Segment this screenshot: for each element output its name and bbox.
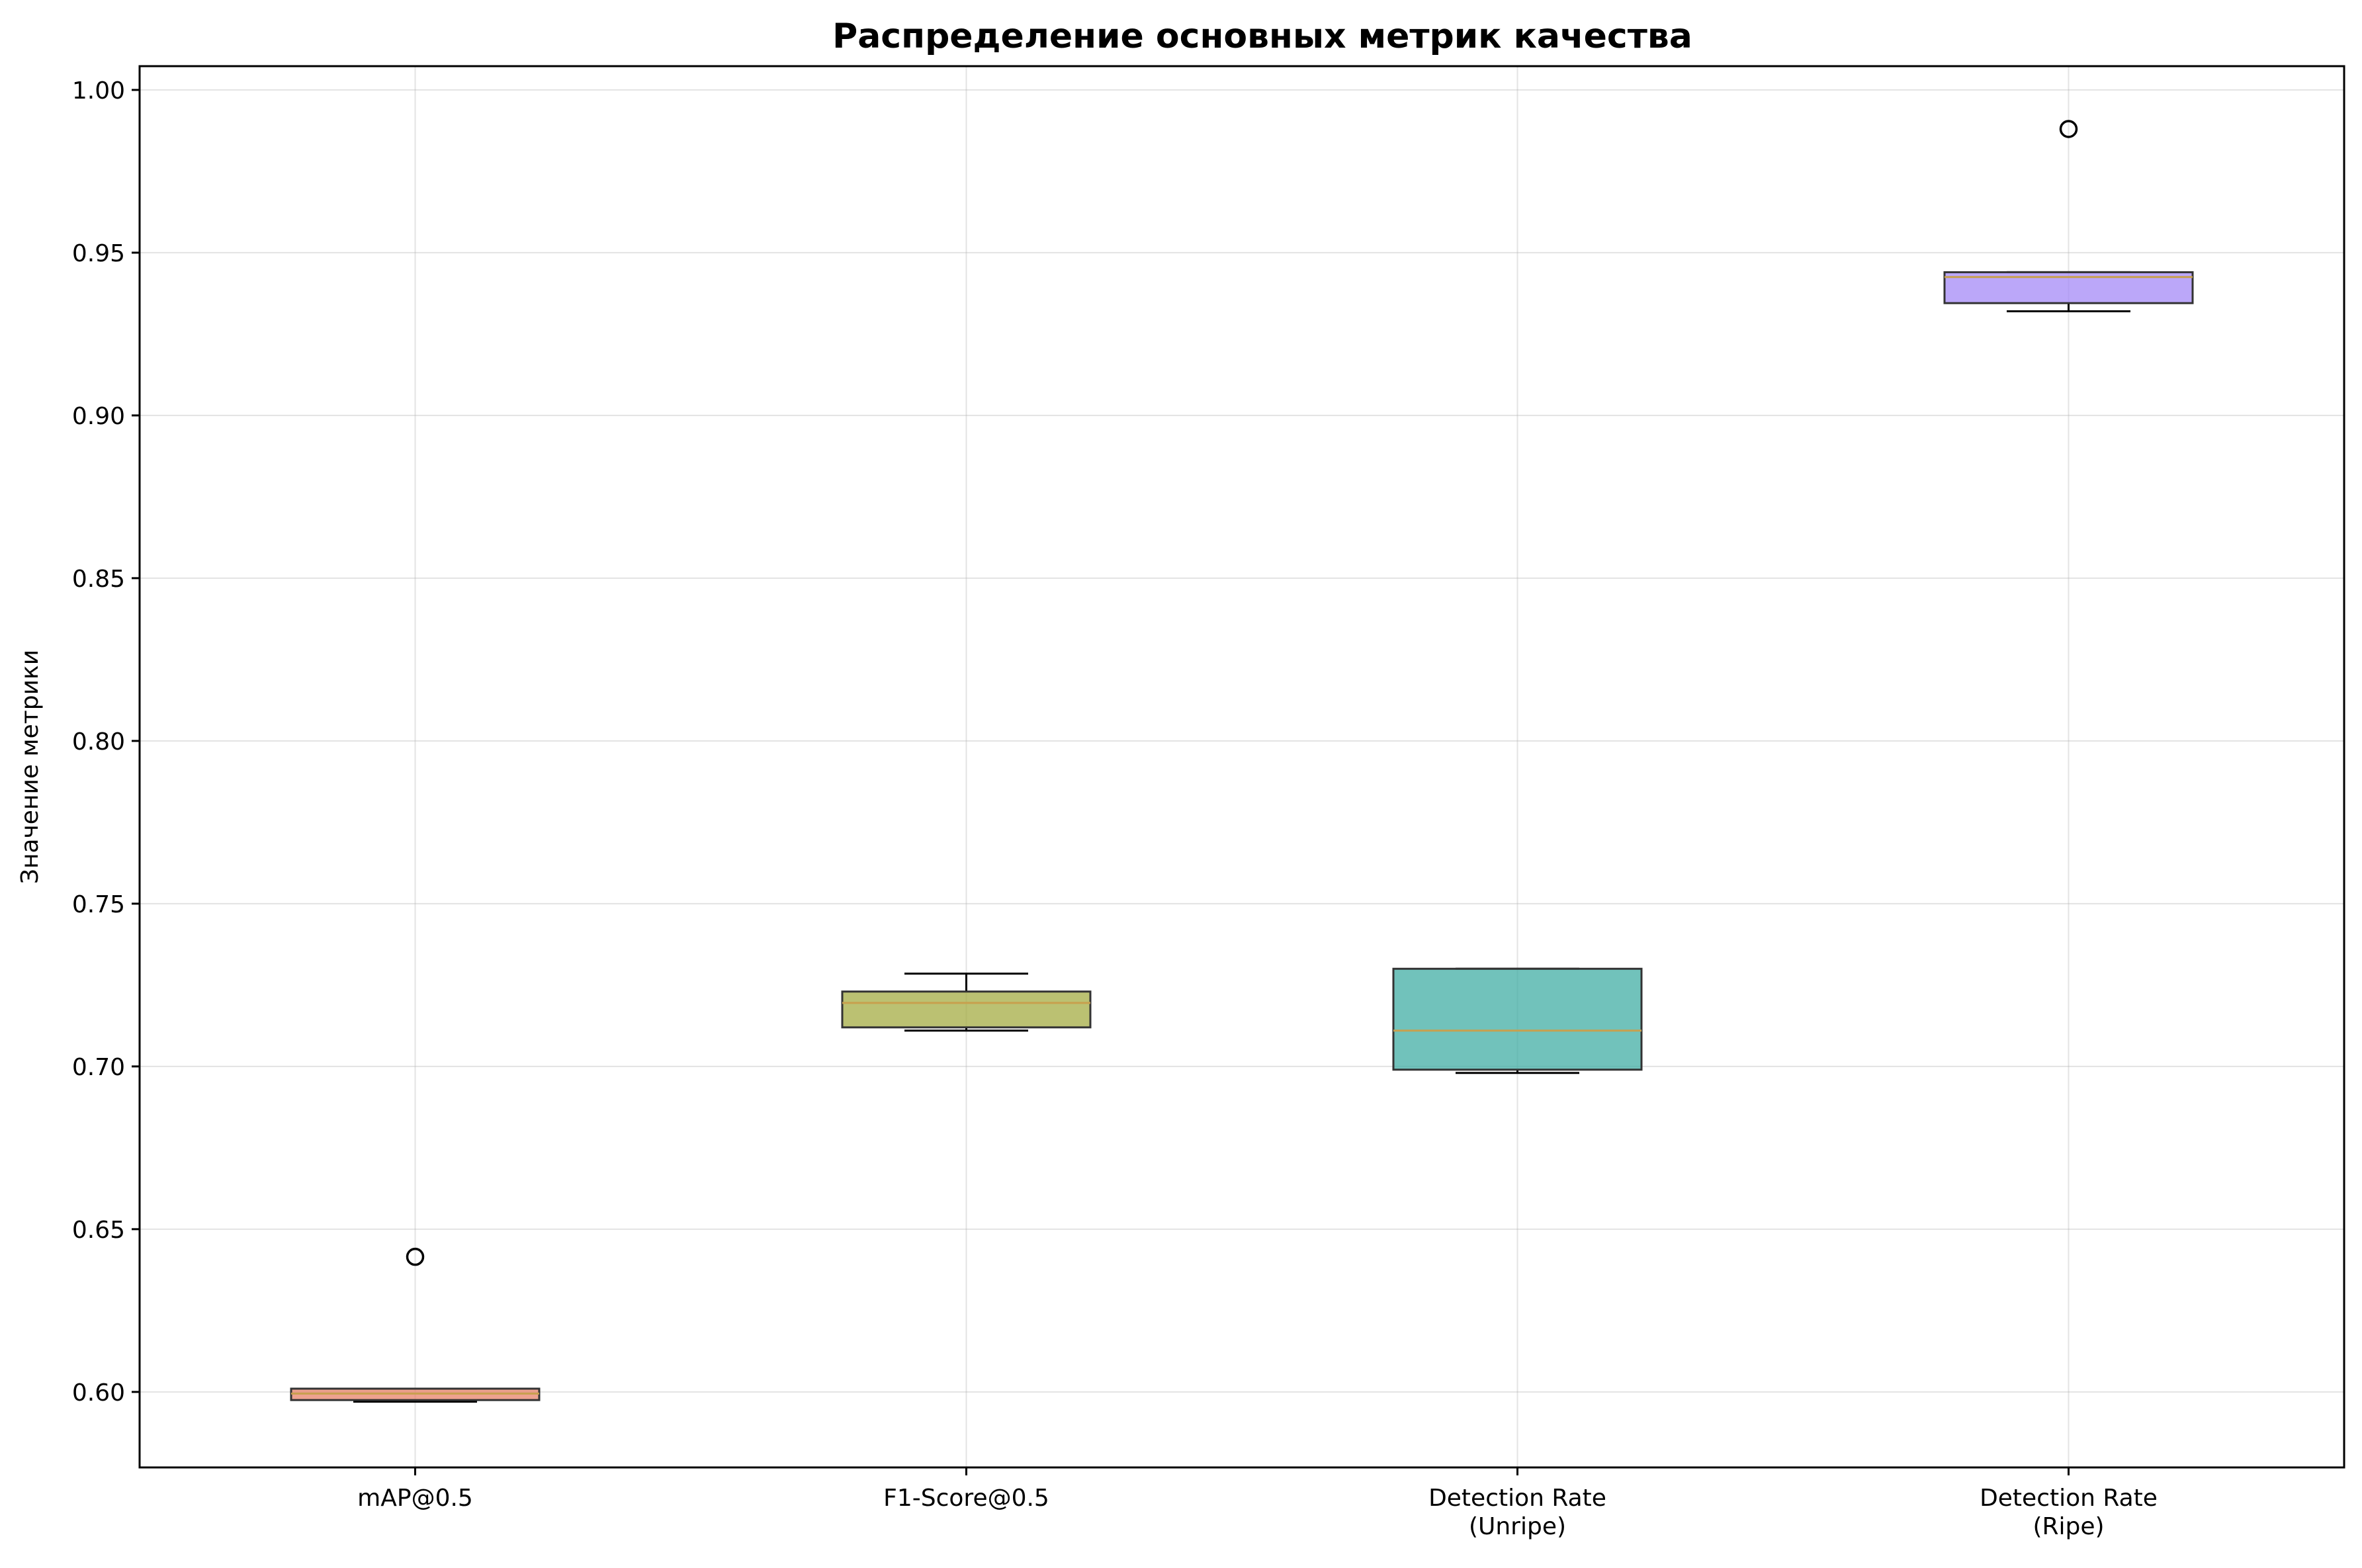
x-tick-label-line: (Ripe) — [2033, 1513, 2104, 1540]
outlier-point — [2059, 120, 2078, 138]
x-tick-label-line: (Unripe) — [1469, 1513, 1566, 1540]
x-tick-label: Detection Rate (Ripe) — [1980, 1485, 2158, 1540]
chart-title: Распределение основных метрик качества — [832, 17, 1692, 56]
box — [841, 990, 1092, 1029]
y-tick-label: 0.65 — [72, 1217, 125, 1244]
y-tick-label: 0.95 — [72, 240, 125, 267]
x-tick-label-line: mAP@0.5 — [357, 1485, 473, 1512]
box-layer — [290, 120, 2194, 1403]
y-tick-label: 0.60 — [72, 1379, 125, 1407]
plot-frame — [138, 65, 2345, 1469]
y-tick-label: 0.80 — [72, 728, 125, 756]
y-tick-label: 1.00 — [72, 77, 125, 105]
x-tick-label-line: F1-Score@0.5 — [883, 1485, 1049, 1512]
y-axis-label: Значение метрики — [17, 650, 44, 884]
outlier-point — [406, 1247, 425, 1266]
x-tick-label-line: Detection Rate — [1428, 1485, 1606, 1512]
y-tick-label: 0.85 — [72, 566, 125, 593]
y-tick-label: 0.70 — [72, 1054, 125, 1081]
x-tick-label: F1-Score@0.5 — [883, 1485, 1049, 1512]
x-tick-label-line: Detection Rate — [1980, 1485, 2158, 1512]
tick-layer: 0.60 0.65 0.70 0.75 0.80 0.85 0.90 0.95 1.00 mAP@… — [72, 77, 2158, 1540]
x-tick-label: Detection Rate (Unripe) — [1428, 1485, 1606, 1540]
y-tick-label: 0.90 — [72, 403, 125, 430]
x-tick-label: mAP@0.5 — [357, 1485, 473, 1512]
grid-layer — [140, 66, 2344, 1467]
y-tick-label: 0.75 — [72, 891, 125, 918]
box — [1392, 967, 1643, 1071]
